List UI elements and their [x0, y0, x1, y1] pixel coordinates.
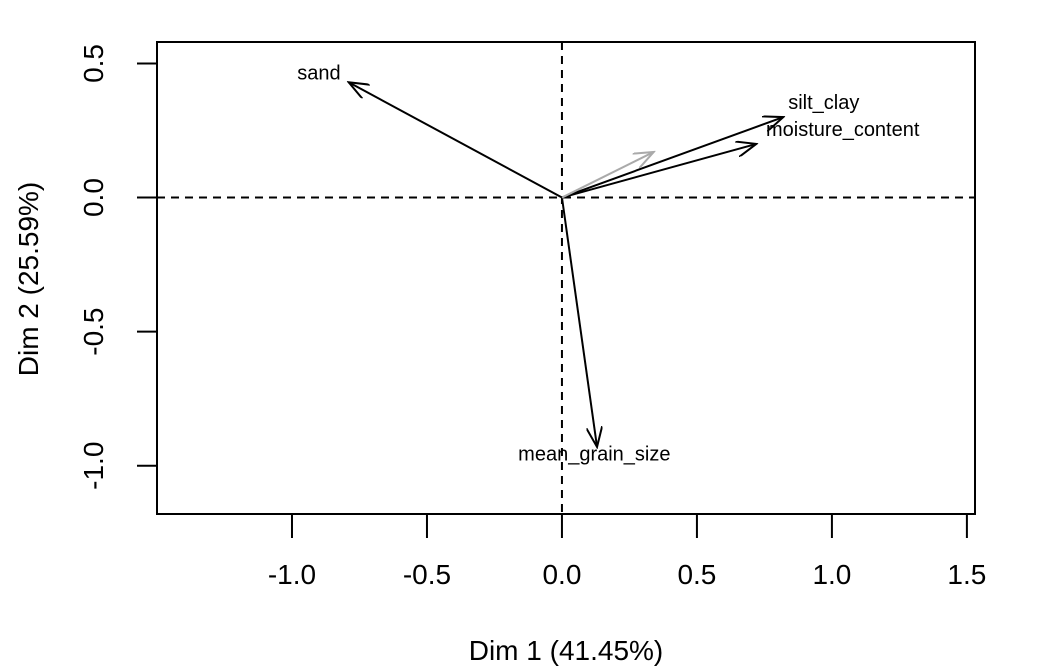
vector-label-mean-grain-size: mean_grain_size: [518, 443, 670, 465]
y-tick-label: -0.5: [78, 308, 109, 356]
vector-arrow-sand: [349, 82, 563, 199]
vector-arrow-mean-grain-size: [560, 197, 597, 447]
y-axis: -1.0 -0.5 0.0 0.5: [78, 44, 158, 490]
vector-arrow-silt-clay: [561, 117, 783, 199]
y-tick-label: -1.0: [78, 442, 109, 490]
vector-label-moisture-content: moisture_content: [766, 119, 920, 141]
x-axis: -1.0 -0.5 0.0 0.5 1.0 1.5: [268, 513, 986, 590]
vector-label-silt-clay: silt_clay: [788, 92, 859, 114]
vector-arrow-supplementary: [561, 152, 654, 199]
vector-arrow-moisture-content: [561, 144, 756, 199]
x-tick-label: -0.5: [403, 559, 451, 590]
x-tick-label: 1.0: [812, 559, 851, 590]
x-axis-label: Dim 1 (41.45%): [469, 635, 664, 666]
reference-lines: [157, 42, 975, 514]
variable-vectors: sand silt_clay moisture_content mean_grain_…: [297, 62, 920, 465]
x-tick-label: 0.5: [677, 559, 716, 590]
y-tick-label: 0.0: [78, 178, 109, 217]
y-axis-label: Dim 2 (25.59%): [13, 182, 44, 377]
y-tick-label: 0.5: [78, 44, 109, 83]
x-tick-label: 0.0: [542, 559, 581, 590]
x-tick-label: 1.5: [947, 559, 986, 590]
x-tick-label: -1.0: [268, 559, 316, 590]
vector-label-sand: sand: [297, 62, 340, 84]
